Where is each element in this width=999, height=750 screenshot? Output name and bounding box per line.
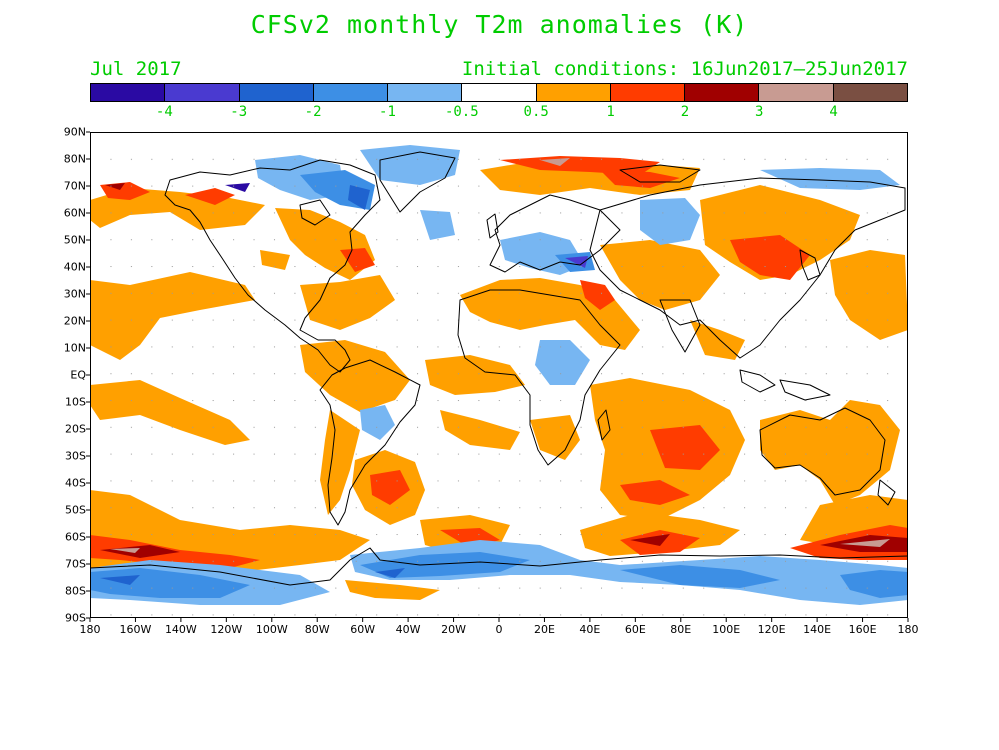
lon-label: 20W — [441, 623, 466, 636]
lat-label: 10S — [65, 395, 86, 409]
legend-label: 2 — [680, 104, 690, 120]
lat-label: 30S — [65, 449, 86, 463]
initial-conditions: Initial conditions: 16Jun2017–25Jun2017 — [461, 58, 908, 80]
legend-swatch-0 — [91, 84, 166, 101]
lat-label: 60N — [63, 206, 86, 220]
legend-swatch-7 — [610, 84, 686, 101]
lon-label: 140E — [803, 623, 832, 636]
lat-label: 10N — [63, 341, 86, 355]
lon-label: 140W — [164, 623, 197, 636]
lon-label: 20E — [533, 623, 555, 636]
legend-label: 3 — [755, 104, 764, 120]
lon-label: 120E — [757, 623, 786, 636]
legend-label: -4 — [155, 104, 173, 120]
lat-label: 50S — [65, 503, 86, 517]
lat-label: 20N — [63, 314, 86, 328]
lon-label: 100E — [712, 623, 741, 636]
legend-label: -2 — [304, 104, 322, 120]
lon-label: 180 — [897, 623, 919, 636]
lat-label: 70S — [65, 557, 86, 571]
legend-swatch-10 — [833, 84, 907, 101]
legend-label: -1 — [379, 104, 396, 120]
lon-label: 120W — [210, 623, 243, 636]
color-legend-labels: -4 -3 -2 -1 -0.5 0.5 1 2 3 4 — [90, 104, 908, 122]
legend-swatch-5 — [462, 84, 537, 101]
legend-label: 4 — [829, 104, 838, 120]
coastlines — [89, 151, 909, 586]
lon-label: 80E — [670, 623, 692, 636]
lat-label: 90S — [65, 611, 86, 625]
legend-swatch-2 — [239, 84, 314, 101]
forecast-month: Jul 2017 — [90, 58, 182, 80]
legend-swatch-9 — [759, 84, 834, 101]
lon-label: 80W — [304, 623, 330, 636]
lat-label: 80S — [65, 584, 86, 598]
legend-swatch-8 — [685, 84, 760, 101]
legend-swatch-4 — [388, 84, 463, 101]
legend-swatch-6 — [536, 84, 611, 101]
color-legend-bar — [90, 83, 908, 102]
grid-dots — [90, 132, 908, 618]
lat-label: 90N — [63, 125, 86, 139]
map-title: CFSv2 monthly T2m anomalies (K) — [250, 10, 749, 39]
lon-label: 40W — [395, 623, 421, 636]
lat-label: 50N — [63, 233, 86, 247]
legend-label: -3 — [230, 104, 248, 120]
lat-label: 40N — [63, 260, 86, 274]
lat-label: 20S — [65, 422, 86, 436]
lat-label: EQ — [70, 368, 86, 382]
lon-label: 60E — [624, 623, 646, 636]
lat-label: 80N — [63, 152, 86, 166]
legend-swatch-3 — [313, 84, 389, 101]
legend-label: -0.5 — [444, 104, 479, 120]
legend-label: 0.5 — [523, 104, 549, 120]
map-frame — [90, 132, 908, 618]
lon-label: 100W — [255, 623, 288, 636]
legend-label: 1 — [606, 104, 615, 120]
lat-label: 70N — [63, 179, 86, 193]
lon-label: 0 — [495, 623, 503, 636]
lat-label: 30N — [63, 287, 86, 301]
lon-label: 40E — [579, 623, 601, 636]
lat-label: 40S — [65, 476, 86, 490]
legend-swatch-1 — [165, 84, 240, 101]
lon-label: 60W — [350, 623, 376, 636]
axis-ticks — [86, 131, 909, 622]
lat-label: 60S — [65, 530, 86, 544]
lon-label: 180 — [79, 623, 101, 636]
lon-label: 160W — [119, 623, 152, 636]
lon-label: 160E — [848, 623, 877, 636]
